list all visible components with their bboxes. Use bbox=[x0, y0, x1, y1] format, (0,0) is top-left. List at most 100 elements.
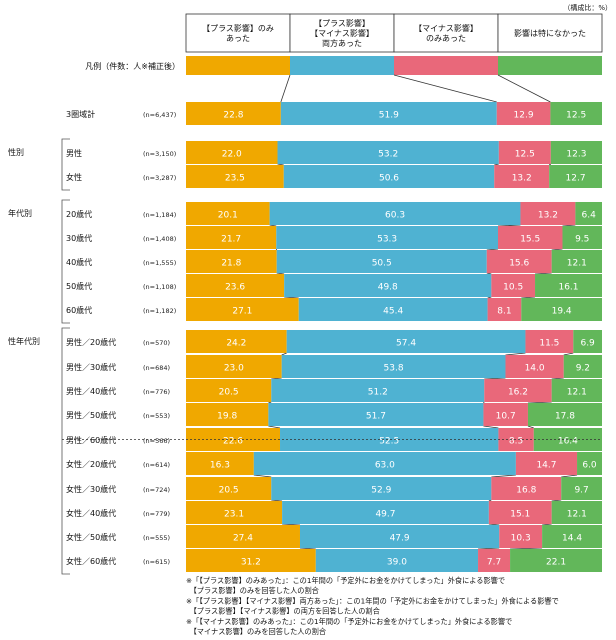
connector-line bbox=[542, 523, 552, 526]
connector-line bbox=[534, 272, 552, 275]
bar-value-label: 51.9 bbox=[379, 111, 399, 121]
bar-value-label: 10.3 bbox=[511, 534, 531, 544]
bar-value-label: 12.1 bbox=[567, 388, 587, 398]
bar-value-label: 12.1 bbox=[567, 510, 587, 520]
bar-segment bbox=[561, 477, 602, 500]
group-label: 性年代別 bbox=[8, 336, 40, 346]
connector-line bbox=[494, 163, 499, 166]
bar-segment bbox=[496, 102, 551, 125]
bar-segment bbox=[186, 477, 272, 500]
legend-header-label: 【マイナス影響】 bbox=[310, 28, 374, 38]
connector-line bbox=[268, 401, 272, 404]
connector-line bbox=[268, 425, 281, 429]
legend-header-label: 【プラス影響】のみ bbox=[202, 23, 274, 33]
bar-value-label: 57.4 bbox=[396, 339, 416, 349]
bar-segment bbox=[577, 452, 602, 475]
bar-value-label: 16.4 bbox=[558, 437, 578, 447]
bar-value-label: 24.2 bbox=[226, 339, 246, 349]
connector-line bbox=[478, 547, 500, 550]
connector-line bbox=[487, 296, 492, 299]
bar-segment bbox=[498, 141, 551, 164]
bar-segment bbox=[499, 525, 543, 548]
connector-line bbox=[527, 425, 534, 429]
bar-segment bbox=[186, 141, 278, 164]
bar-segment bbox=[551, 250, 602, 273]
bar-value-label: 51.2 bbox=[368, 388, 388, 398]
bar-value-label: 12.5 bbox=[566, 111, 586, 121]
bar-value-label: 20.5 bbox=[219, 486, 239, 496]
bar-value-label: 12.5 bbox=[515, 150, 535, 160]
bar-segment bbox=[268, 403, 484, 426]
row-label: 男性／50歳代 bbox=[66, 410, 116, 420]
connector-line bbox=[269, 224, 277, 227]
connector-line bbox=[521, 296, 536, 299]
bar-segment bbox=[280, 428, 499, 451]
bar-value-label: 51.7 bbox=[366, 412, 386, 422]
bar-segment bbox=[286, 330, 526, 353]
bar-value-label: 6.4 bbox=[582, 211, 597, 221]
group-label: 性別 bbox=[8, 147, 24, 157]
bar-value-label: 16.2 bbox=[508, 388, 528, 398]
connector-line bbox=[551, 377, 564, 380]
bar-segment bbox=[549, 165, 602, 188]
bar-value-label: 21.8 bbox=[221, 259, 241, 269]
bar-value-label: 11.5 bbox=[539, 339, 559, 349]
bar-value-label: 16.1 bbox=[558, 283, 578, 293]
bar-segment bbox=[276, 226, 498, 249]
bar-segment bbox=[575, 202, 602, 225]
bar-segment bbox=[551, 379, 602, 402]
row-label: 3圏域計 bbox=[66, 109, 95, 119]
bar-segment bbox=[298, 298, 488, 321]
bar-segment bbox=[253, 452, 516, 475]
bar-value-label: 8.1 bbox=[497, 307, 511, 317]
bar-value-label: 12.7 bbox=[566, 174, 586, 184]
bar-segment bbox=[186, 165, 284, 188]
connector-line bbox=[497, 74, 551, 103]
bar-value-label: 53.8 bbox=[384, 364, 404, 374]
legend-header-label: 影響は特になかった bbox=[514, 28, 586, 38]
legend-header-box bbox=[393, 13, 499, 53]
bar-value-label: 63.0 bbox=[375, 461, 395, 471]
bar-segment bbox=[487, 298, 522, 321]
row-label: 女性／50歳代 bbox=[66, 532, 116, 542]
connector-line bbox=[277, 163, 284, 166]
bar-segment bbox=[484, 379, 552, 402]
connector-line bbox=[505, 352, 526, 356]
bar-value-label: 15.5 bbox=[520, 235, 540, 245]
legend-header-box bbox=[185, 13, 291, 53]
row-sample-size: (n=1,555) bbox=[143, 259, 176, 267]
connector-line bbox=[484, 377, 506, 380]
bar-value-label: 7.7 bbox=[487, 558, 501, 568]
bar-value-label: 9.7 bbox=[574, 486, 588, 496]
bar-segment bbox=[284, 274, 492, 297]
bar-segment bbox=[186, 355, 282, 378]
row-label: 男性／30歳代 bbox=[66, 362, 116, 372]
row-sample-size: (n=684) bbox=[143, 364, 170, 372]
connector-line bbox=[271, 377, 282, 380]
bar-segment bbox=[573, 330, 602, 353]
footnote: 【マイナス影響】のみを回答した人の割合 bbox=[186, 627, 326, 636]
bar-segment bbox=[510, 549, 602, 572]
row-sample-size: (n=570) bbox=[143, 339, 170, 347]
bar-value-label: 27.1 bbox=[232, 307, 252, 317]
bar-segment bbox=[521, 298, 602, 321]
row-label: 男性／20歳代 bbox=[66, 337, 116, 347]
bar-value-label: 22.1 bbox=[546, 558, 566, 568]
bar-segment bbox=[186, 379, 272, 402]
group-bracket bbox=[61, 199, 70, 324]
group-bracket bbox=[61, 327, 70, 575]
row-label: 女性／20歳代 bbox=[66, 459, 116, 469]
bar-segment bbox=[186, 501, 283, 524]
bar-segment bbox=[498, 428, 534, 451]
bar-value-label: 23.5 bbox=[225, 174, 245, 184]
bar-value-label: 16.8 bbox=[516, 486, 536, 496]
bar-segment bbox=[276, 250, 487, 273]
unit-label: （構成比：%） bbox=[563, 3, 612, 12]
bar-value-label: 22.0 bbox=[222, 150, 242, 160]
bar-value-label: 53.3 bbox=[377, 235, 397, 245]
bar-segment bbox=[280, 102, 497, 125]
bar-value-label: 19.8 bbox=[217, 412, 237, 422]
legend-header-box bbox=[289, 13, 395, 53]
connector-line bbox=[280, 74, 291, 103]
legend-swatch bbox=[498, 56, 602, 75]
